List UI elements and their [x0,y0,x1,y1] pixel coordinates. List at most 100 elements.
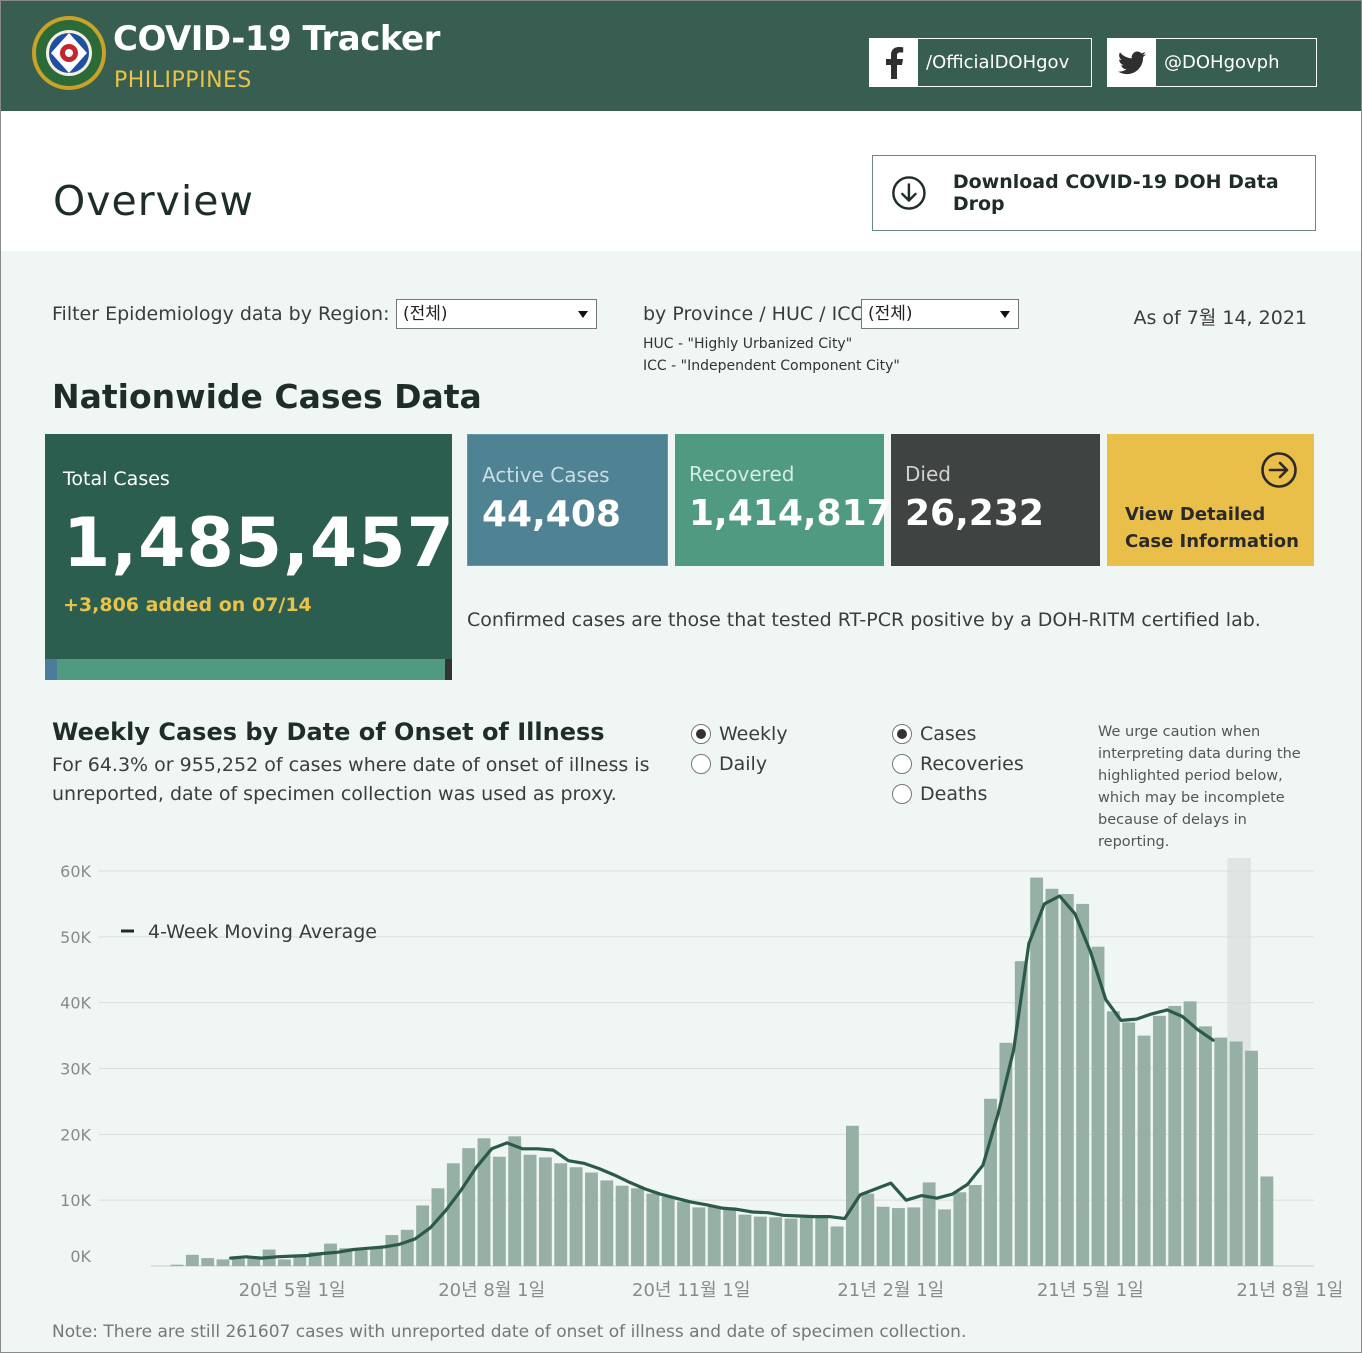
bar [1183,1001,1197,1266]
bar [677,1201,690,1266]
recovered-label: Recovered [689,462,795,486]
radio-dot [892,754,912,774]
bar [907,1207,921,1266]
province-select-value: (전체) [868,304,913,324]
bar [508,1136,522,1266]
province-select[interactable]: (전체) [861,299,1019,329]
y-tick-label: 30K [60,1060,91,1079]
bar [585,1172,598,1266]
view-detailed-button[interactable]: View Detailed Case Information [1107,434,1314,566]
bar [462,1148,476,1266]
recovered-value: 1,414,817 [689,493,892,534]
bar [293,1256,307,1266]
total-cases-value: 1,485,457 [63,504,455,583]
bar [278,1259,291,1266]
moving-average-line [229,894,1215,1260]
bar [661,1196,675,1266]
region-select-value: (전체) [403,304,448,324]
download-icon [892,176,926,210]
bar [1091,946,1105,1266]
bar [247,1258,261,1266]
radio-recoveries[interactable]: Recoveries [892,753,1024,775]
bar [784,1218,798,1266]
bar [1045,888,1059,1266]
radio-dot [691,754,711,774]
radio-daily-label: Daily [719,753,768,775]
radio-deaths[interactable]: Deaths [892,783,987,805]
bar [1014,961,1028,1266]
radio-cases-label: Cases [920,723,977,745]
died-value: 26,232 [905,493,1044,534]
bar [523,1154,537,1266]
bar [1168,1005,1182,1266]
caution-note: We urge caution when interpreting data d… [1098,724,1301,850]
twitter-icon [1108,39,1156,86]
bar [416,1205,430,1266]
bar [892,1208,905,1266]
facebook-link[interactable]: /OfficialDOHgov [869,38,1092,87]
bar [477,1138,491,1266]
bar [815,1215,829,1266]
radio-daily[interactable]: Daily [691,753,767,775]
bar [968,1185,982,1266]
bar [953,1192,967,1266]
bar [753,1216,767,1266]
icc-note: ICC - "Independent Component City" [643,358,900,374]
radio-cases[interactable]: Cases [892,723,976,745]
twitter-label: @DOHgovph [1164,52,1280,73]
region-filter-label: Filter Epidemiology data by Region: [52,303,390,325]
footnote: Note: There are still 261607 cases with … [52,1322,967,1342]
y-tick-label: 40K [60,994,91,1013]
download-data-drop-button[interactable]: Download COVID-19 DOH Data Drop [872,155,1316,231]
y-tick-label: 50K [60,928,91,947]
overview-band: Overview Download COVID-19 DOH Data Drop [1,111,1361,251]
bar [538,1157,552,1266]
bar [600,1180,614,1266]
twitter-link[interactable]: @DOHgovph [1107,38,1317,87]
weekly-cases-chart: 0K 10K 20K 30K 40K 50K 60K 4-Week Moving Averag… [60,858,1343,1301]
radio-dot [892,724,912,744]
radio-dot [892,784,912,804]
bar [1137,1035,1151,1266]
bar [385,1235,399,1266]
bar [1152,1015,1166,1266]
radio-weekly-label: Weekly [719,723,788,745]
bar [170,1264,184,1266]
bar [1030,877,1044,1266]
x-tick-label: 20년 5월 1일 [239,1280,346,1301]
app-subtitle: PHILIPPINES [114,68,252,93]
active-cases-value: 44,408 [482,494,621,535]
bar [615,1185,629,1266]
radio-weekly[interactable]: Weekly [691,723,788,745]
bar [738,1214,752,1266]
radio-deaths-label: Deaths [920,783,988,805]
bar [569,1167,583,1266]
bar [216,1259,230,1266]
legend-label: 4-Week Moving Average [148,921,377,943]
bar [354,1250,368,1266]
x-tick-label: 20년 11월 1일 [632,1280,750,1301]
bar [185,1254,199,1266]
bar [201,1258,215,1266]
chevron-down-icon [578,311,588,318]
region-select[interactable]: (전체) [396,299,597,329]
total-cases-card: Total Cases 1,485,457 +3,806 added on 07… [45,434,455,680]
added-cases-text: +3,806 added on 07/14 [63,594,312,616]
bar [631,1188,644,1266]
app-header: COVID-19 Tracker PHILIPPINES /OfficialDO… [1,1,1361,111]
bar [984,1098,997,1266]
bar [1076,903,1090,1266]
radio-dot [691,724,711,744]
y-tick-label: 10K [60,1191,91,1210]
died-label: Died [905,462,951,486]
weekly-description: For 64.3% or 955,252 of cases where date… [52,754,650,805]
active-cases-label: Active Cases [482,463,610,487]
bar [1106,1011,1120,1266]
y-tick-label: 20K [60,1125,91,1144]
bar [646,1193,660,1266]
bar [707,1206,721,1266]
weekly-title: Weekly Cases by Date of Onset of Illness [52,718,605,746]
confirmed-note: Confirmed cases are those that tested RT… [467,609,1261,631]
bar [845,1125,859,1266]
bar [431,1188,445,1266]
